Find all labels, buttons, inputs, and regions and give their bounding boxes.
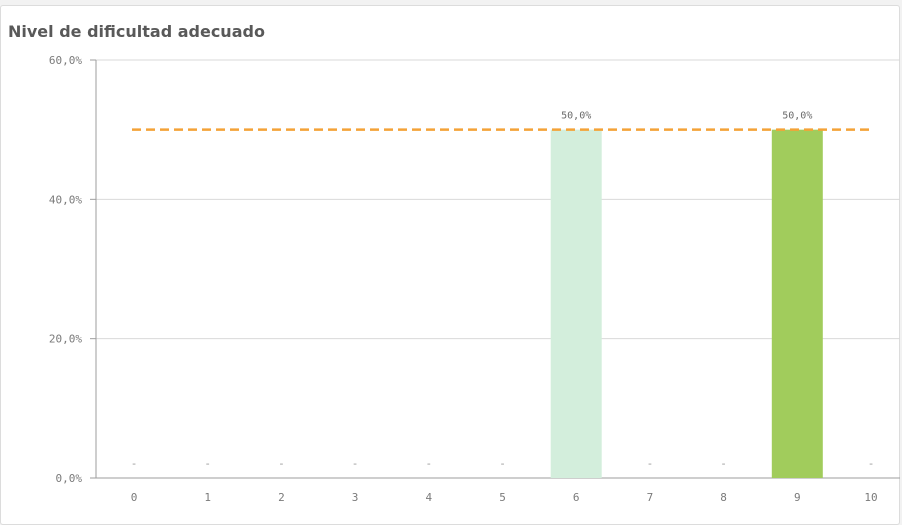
x-tick-label: 3	[352, 491, 359, 504]
y-tick-label: 0,0%	[56, 472, 83, 485]
bar-value-label: 50,0%	[782, 111, 812, 122]
bar-value-label: -	[647, 457, 654, 470]
x-tick-label: 1	[204, 491, 211, 504]
y-tick-label: 40,0%	[49, 193, 82, 206]
bar-value-label: -	[278, 457, 285, 470]
x-tick-label: 10	[864, 491, 877, 504]
bar-value-label: -	[720, 457, 727, 470]
bar-value-label: -	[425, 457, 432, 470]
bar-value-label: -	[352, 457, 359, 470]
bar-6[interactable]	[550, 129, 602, 478]
x-tick-label: 8	[720, 491, 727, 504]
x-tick-label: 2	[278, 491, 285, 504]
chart-card: Nivel de dificultad adecuado	[0, 5, 900, 525]
x-tick-label: 7	[647, 491, 654, 504]
bar-9[interactable]	[771, 129, 823, 478]
bar-value-label: 50,0%	[561, 111, 591, 122]
y-tick-label: 20,0%	[49, 333, 82, 346]
bar-value-label: -	[131, 457, 138, 470]
bar-value-label: -	[499, 457, 506, 470]
x-tick-label: 9	[794, 491, 801, 504]
x-tick-label: 5	[499, 491, 506, 504]
chart-title: Nivel de dificultad adecuado	[8, 22, 265, 41]
bar-value-label: -	[204, 457, 211, 470]
x-tick-label: 4	[425, 491, 432, 504]
x-tick-label: 0	[131, 491, 138, 504]
y-tick-label: 60,0%	[49, 54, 82, 67]
bar-value-label: -	[868, 457, 875, 470]
x-tick-label: 6	[573, 491, 580, 504]
